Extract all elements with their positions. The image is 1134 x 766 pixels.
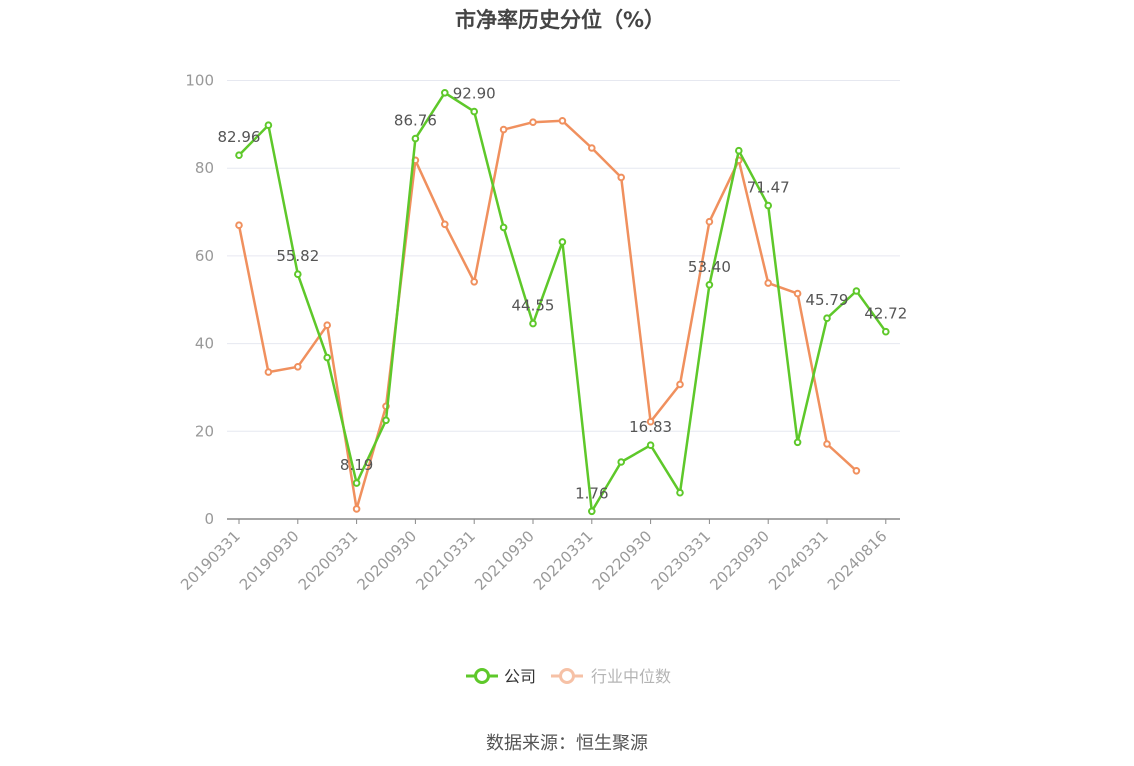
data-point	[264, 121, 273, 129]
y-tick-label: 80	[195, 159, 214, 177]
data-point	[823, 440, 831, 448]
y-tick-label: 60	[195, 247, 214, 265]
data-point	[617, 458, 626, 466]
data-point	[764, 279, 773, 287]
series-industry-median	[235, 117, 861, 513]
data-label: 71.47	[747, 179, 790, 197]
data-point	[793, 438, 802, 447]
data-point	[646, 441, 655, 450]
data-point	[676, 380, 684, 389]
data-point	[323, 321, 332, 330]
y-tick-label: 100	[185, 72, 214, 90]
x-tick-label: 20210930	[471, 527, 538, 594]
chart-title: 市净率历史分位（%）	[454, 8, 666, 32]
data-point	[294, 270, 302, 279]
data-label: 55.82	[276, 247, 319, 265]
x-tick-label: 20200930	[354, 527, 421, 594]
x-tick-label: 20220930	[589, 527, 656, 594]
data-point	[852, 467, 861, 475]
data-point	[352, 479, 361, 487]
x-tick-label: 20240331	[765, 527, 832, 594]
data-point	[735, 146, 743, 155]
data-point	[676, 488, 684, 497]
data-point	[323, 353, 332, 362]
data-point	[382, 416, 390, 425]
data-label: 53.40	[688, 258, 731, 276]
y-tick-label: 40	[195, 335, 214, 353]
x-tick-label: 20190930	[236, 527, 303, 594]
data-labels: 82.96 55.82 8.19 86.76 92.90 44.55 1.76 16.83 53…	[218, 85, 908, 503]
data-point	[441, 89, 449, 97]
data-label: 86.76	[394, 112, 437, 130]
data-point	[793, 289, 802, 298]
legend-item-company: 公司	[466, 667, 536, 686]
x-tick-label: 20230930	[706, 527, 773, 594]
data-label: 44.55	[512, 297, 555, 315]
data-point	[235, 221, 243, 229]
legend-label: 行业中位数	[591, 667, 671, 686]
x-tick-label: 20200331	[295, 527, 362, 594]
data-point	[852, 287, 861, 295]
data-point	[470, 107, 479, 116]
legend-label: 公司	[504, 667, 536, 686]
data-point	[529, 319, 537, 328]
x-tick-label: 20220331	[530, 527, 597, 594]
data-point	[411, 134, 420, 143]
data-point	[588, 507, 596, 516]
data-point	[705, 217, 714, 226]
data-point	[294, 363, 302, 371]
data-source: 数据来源：恒生聚源	[486, 733, 648, 754]
data-point	[529, 118, 537, 126]
legend-marker	[474, 668, 490, 684]
x-tick-label: 20230331	[648, 527, 715, 594]
series-line	[238, 91, 887, 513]
data-point	[588, 144, 596, 152]
data-point	[235, 151, 243, 159]
data-label: 16.83	[629, 418, 672, 436]
legend: 公司 行业中位数	[466, 667, 671, 686]
series-layer	[235, 89, 890, 516]
data-label: 82.96	[218, 128, 261, 146]
data-label: 42.72	[864, 305, 907, 323]
legend-item-industry-median: 行业中位数	[551, 667, 671, 686]
data-point	[558, 238, 567, 246]
data-point	[499, 125, 508, 134]
y-tick-label: 0	[204, 510, 214, 528]
x-tick-label: 20240816	[824, 527, 891, 594]
data-point	[705, 281, 714, 289]
legend-marker	[559, 668, 575, 684]
x-tick-label: 20210331	[412, 527, 479, 594]
data-point	[882, 327, 890, 336]
data-point	[646, 417, 655, 426]
data-label: 45.79	[806, 291, 849, 309]
data-label: 8.19	[340, 456, 373, 474]
data-point	[264, 368, 273, 376]
data-point	[764, 201, 773, 210]
series-company	[235, 89, 890, 516]
x-tick-label: 20190331	[177, 527, 244, 594]
y-tick-label: 20	[195, 422, 214, 440]
data-label: 1.76	[575, 484, 608, 502]
data-point	[558, 117, 567, 125]
data-point	[823, 314, 831, 323]
data-point	[617, 173, 626, 182]
data-point	[352, 505, 361, 513]
data-label: 92.90	[453, 85, 496, 103]
data-point	[470, 278, 479, 286]
data-point	[441, 220, 449, 229]
axes: 0 20 40 60 80 100 2019033120190930202003312020…	[177, 72, 900, 594]
data-point	[499, 223, 508, 232]
